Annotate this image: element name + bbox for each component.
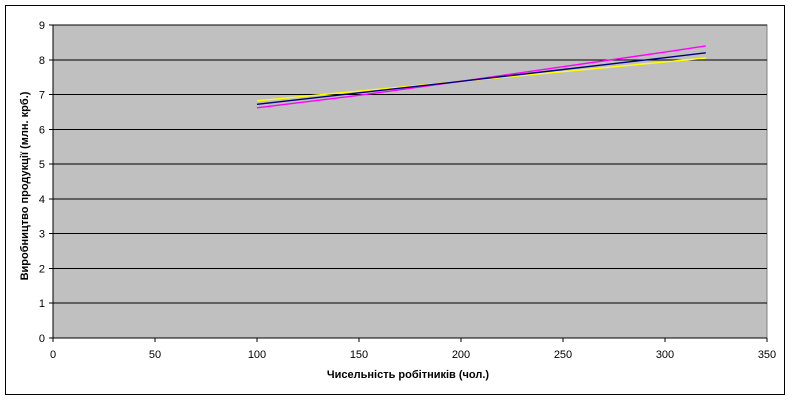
y-tick-labels: 0 1 2 3 4 5 6 7 8 9	[39, 20, 45, 345]
y-axis-title: Виробництво продукції (млн. крб.)	[19, 91, 31, 280]
y-tick-label-3: 3	[39, 229, 45, 241]
x-axis-title: Чисельність робітників (чол.)	[327, 369, 490, 381]
series-line-3	[256, 52, 706, 105]
grid-lines	[53, 24, 767, 304]
x-tick-label-150: 150	[350, 349, 368, 361]
series-layer	[256, 45, 706, 109]
x-tick-labels: 0 50 100 150 200 250 300 350	[50, 349, 776, 361]
y-tick-label-5: 5	[39, 159, 45, 171]
y-tick-label-0: 0	[39, 333, 45, 345]
x-tick-label-200: 200	[452, 349, 470, 361]
x-tick-label-350: 350	[758, 349, 776, 361]
y-tick-label-2: 2	[39, 263, 45, 275]
x-tick-label-100: 100	[248, 349, 266, 361]
y-tick-label-1: 1	[39, 298, 45, 310]
x-tick-label-300: 300	[656, 349, 674, 361]
x-tick-label-50: 50	[149, 349, 161, 361]
y-tick-label-7: 7	[39, 90, 45, 102]
y-tick-label-8: 8	[39, 55, 45, 67]
x-tick-label-250: 250	[554, 349, 572, 361]
axes	[49, 24, 768, 342]
series-line-2	[256, 45, 706, 109]
y-tick-label-4: 4	[39, 194, 45, 206]
chart-svg: 0 1 2 3 4 5 6 7 8 9 0 50 100 150 200 250 300 350 Чисельн…	[19, 20, 776, 381]
x-tick-label-0: 0	[50, 349, 56, 361]
y-tick-label-9: 9	[39, 20, 45, 32]
plot-area	[52, 24, 768, 339]
y-tick-label-6: 6	[39, 124, 45, 136]
chart-frame: 0 1 2 3 4 5 6 7 8 9 0 50 100 150 200 250 300 350 Чисельн…	[5, 5, 785, 395]
